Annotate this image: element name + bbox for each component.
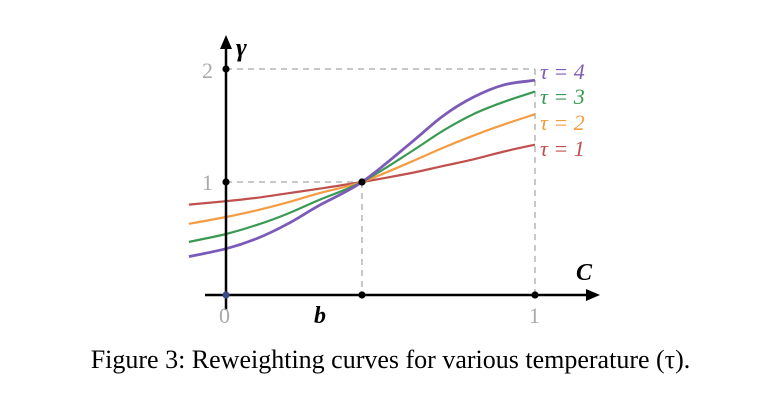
- legend-tau-1: τ = 1: [540, 136, 585, 161]
- point-origin: [222, 291, 230, 299]
- marker-points: [222, 65, 539, 299]
- y-tick-label-1: 1: [202, 170, 213, 195]
- legend-tau-3: τ = 3: [540, 84, 585, 109]
- legend-tau-2: τ = 2: [540, 110, 585, 135]
- y-tick-label-2: 2: [202, 58, 213, 83]
- x-tick-label-1: 1: [529, 303, 540, 328]
- point-y2: [222, 65, 230, 73]
- x-tick-label-0: 0: [219, 303, 230, 328]
- x-axis-label: C: [576, 260, 593, 286]
- point-y1: [222, 178, 230, 186]
- axes: [205, 35, 600, 310]
- point-intersection: [358, 178, 366, 186]
- y-axis-label: γ: [236, 33, 247, 62]
- x-tick-label-b: b: [314, 303, 326, 329]
- point-xb: [358, 291, 366, 299]
- y-axis-arrow: [220, 35, 232, 49]
- x-axis-arrow: [586, 289, 600, 301]
- legend-tau-4: τ = 4: [540, 59, 585, 84]
- guide-lines: [226, 68, 536, 295]
- figure-caption: Figure 3: Reweighting curves for various…: [90, 345, 691, 374]
- point-x1: [531, 291, 539, 299]
- reweighting-chart: γ C 2 1 0 b 1 τ = 4 τ = 3 τ = 2 τ = 1: [188, 33, 600, 329]
